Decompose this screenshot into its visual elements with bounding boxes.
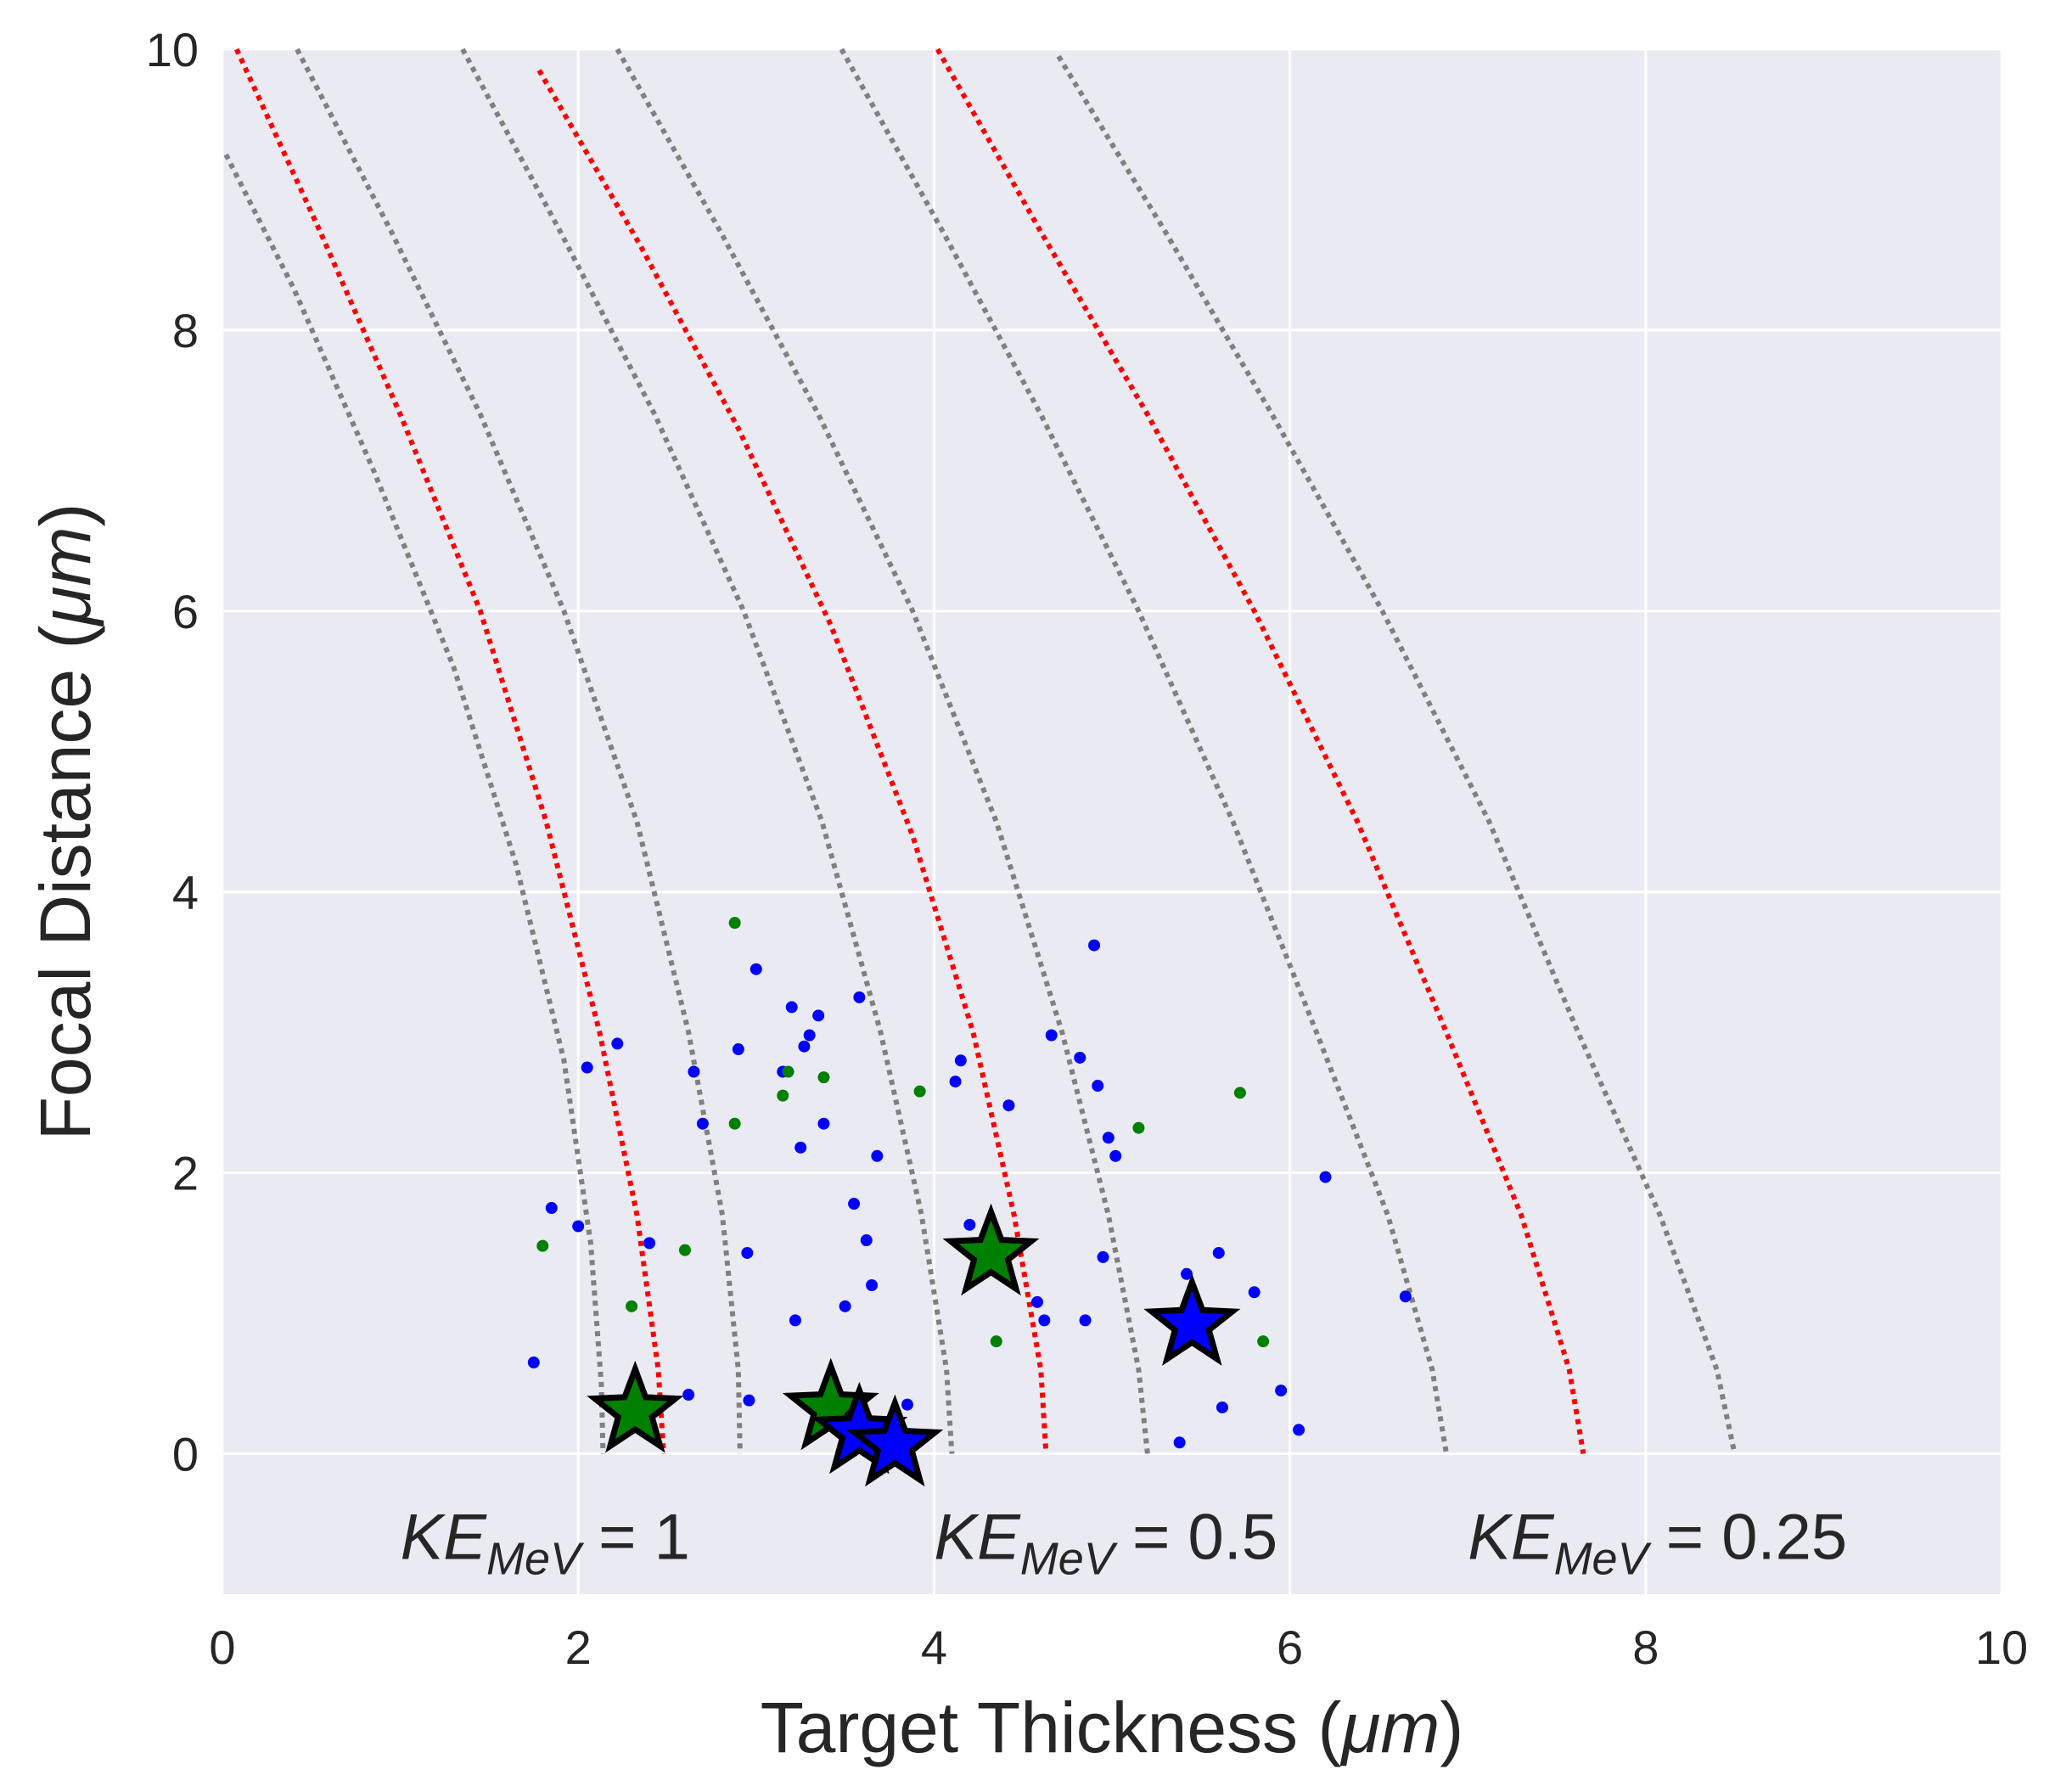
x-tick-label: 10 xyxy=(1975,1621,2028,1674)
data-point xyxy=(871,1149,884,1162)
points xyxy=(527,917,1412,1487)
data-point xyxy=(741,1246,754,1259)
data-point xyxy=(732,1043,744,1056)
data-point xyxy=(860,1234,873,1247)
data-point xyxy=(1030,1295,1043,1308)
data-point xyxy=(1097,1250,1109,1263)
x-tick-labels: 0 2 4 6 8 10 xyxy=(209,1621,2028,1674)
data-point xyxy=(1074,1051,1086,1064)
data-point xyxy=(803,1029,816,1042)
data-point xyxy=(1399,1290,1412,1303)
data-point xyxy=(1257,1335,1270,1348)
data-point xyxy=(990,1335,1002,1348)
data-point xyxy=(949,1076,962,1088)
data-point xyxy=(789,1314,801,1327)
y-axis-label: Focal Distance (μm) xyxy=(25,503,105,1141)
data-point xyxy=(1319,1171,1332,1183)
data-point xyxy=(777,1089,789,1102)
data-point xyxy=(1212,1246,1225,1259)
ke-annotation: KEMeV = 1 xyxy=(401,1502,690,1585)
series-line xyxy=(460,48,955,1454)
series-line xyxy=(839,48,1449,1454)
x-axis-label: Target Thickness (μm) xyxy=(761,1688,1464,1767)
data-point xyxy=(688,1065,700,1078)
x-tick-label: 8 xyxy=(1632,1621,1659,1674)
x-tick-label: 6 xyxy=(1277,1621,1303,1674)
data-point xyxy=(1216,1401,1228,1413)
star-marker xyxy=(587,1360,684,1453)
y-tick-labels: 0 2 4 6 8 10 xyxy=(146,23,199,1481)
series-line xyxy=(234,48,666,1454)
grid-lines xyxy=(221,48,2003,1594)
data-point xyxy=(1038,1314,1051,1327)
y-tick-label: 6 xyxy=(172,585,199,638)
y-tick-label: 4 xyxy=(172,866,199,919)
data-point xyxy=(866,1279,879,1291)
data-point xyxy=(794,1141,807,1154)
data-point xyxy=(913,1085,926,1098)
data-point xyxy=(750,963,762,975)
ke-annotation: KEMeV = 0.5 xyxy=(934,1502,1277,1585)
data-point xyxy=(1132,1121,1145,1134)
data-point xyxy=(696,1117,709,1130)
data-point xyxy=(901,1398,913,1411)
y-tick-label: 0 xyxy=(172,1428,199,1481)
data-point xyxy=(611,1037,624,1050)
data-point xyxy=(963,1218,976,1231)
data-point xyxy=(848,1198,861,1211)
series-line xyxy=(1056,54,1738,1455)
data-point xyxy=(1248,1286,1261,1299)
data-point xyxy=(581,1061,593,1074)
data-point xyxy=(954,1054,967,1067)
series-line xyxy=(935,48,1586,1454)
data-point xyxy=(728,917,741,930)
curves xyxy=(223,48,1738,1455)
ke-annotation: KEMeV = 0.25 xyxy=(1468,1502,1847,1585)
star-marker xyxy=(846,1394,944,1487)
data-point xyxy=(1181,1267,1193,1280)
data-point xyxy=(1293,1424,1305,1436)
data-point xyxy=(536,1239,549,1252)
annotations: KEMeV = 1 KEMeV = 0.5 KEMeV = 0.25 xyxy=(401,1502,1848,1585)
data-point xyxy=(1002,1099,1015,1112)
data-point xyxy=(1109,1149,1122,1162)
x-tick-label: 2 xyxy=(565,1621,592,1674)
star-marker xyxy=(942,1203,1040,1296)
data-point xyxy=(782,1065,794,1078)
data-point xyxy=(817,1117,830,1130)
y-tick-label: 8 xyxy=(172,304,199,357)
x-tick-label: 4 xyxy=(921,1621,947,1674)
data-point xyxy=(853,991,866,1003)
data-point xyxy=(545,1202,558,1214)
data-point xyxy=(1079,1314,1092,1327)
data-point xyxy=(527,1357,540,1368)
data-point xyxy=(1275,1385,1288,1397)
data-point xyxy=(817,1071,830,1084)
data-point xyxy=(682,1389,695,1402)
data-point xyxy=(1088,939,1101,952)
y-tick-label: 10 xyxy=(146,23,199,76)
data-point xyxy=(1173,1436,1186,1449)
star-marker xyxy=(1143,1273,1241,1366)
series-line xyxy=(223,153,606,1454)
data-point xyxy=(626,1300,638,1312)
x-tick-label: 0 xyxy=(209,1621,235,1674)
y-tick-label: 2 xyxy=(172,1147,199,1200)
series-line xyxy=(615,48,1150,1454)
plot-background xyxy=(222,49,2002,1594)
data-point xyxy=(572,1220,585,1233)
data-point xyxy=(812,1009,825,1022)
data-point xyxy=(798,1040,811,1053)
data-point xyxy=(678,1244,691,1256)
data-point xyxy=(785,1001,798,1014)
data-point xyxy=(1102,1132,1115,1144)
data-point xyxy=(1045,1029,1058,1042)
data-point xyxy=(839,1300,851,1312)
data-point xyxy=(728,1117,741,1130)
data-point xyxy=(1233,1087,1246,1099)
data-point xyxy=(743,1394,755,1407)
data-point xyxy=(1092,1080,1104,1093)
data-point xyxy=(643,1237,656,1250)
